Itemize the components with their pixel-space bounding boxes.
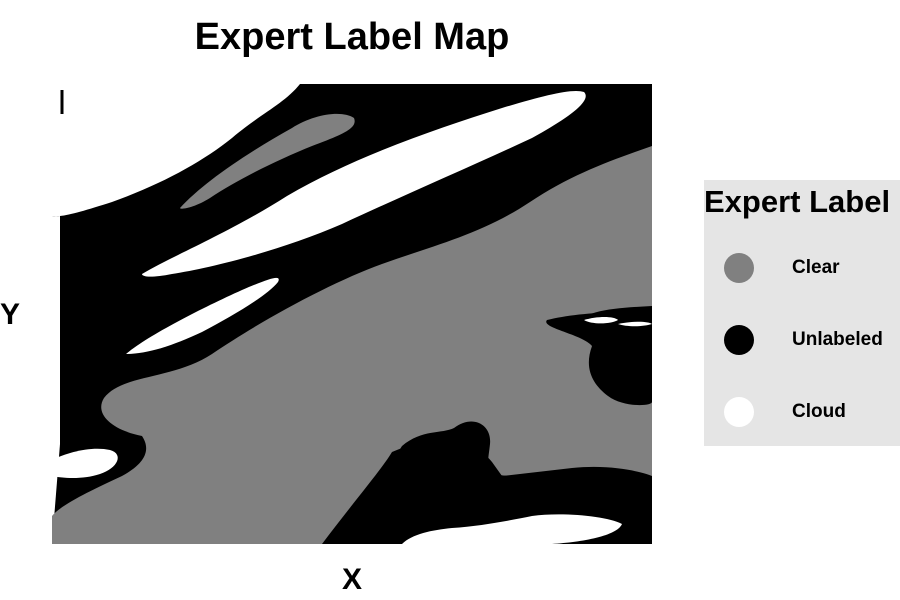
x-axis-label: X [341, 563, 362, 596]
legend: Expert Label Clear Unlabeled Cloud [704, 180, 900, 446]
legend-item-clear: Clear [704, 246, 900, 290]
region-cloud-right-small [584, 317, 618, 324]
legend-title: Expert Label [704, 184, 891, 219]
region-clear-main [52, 146, 652, 544]
region-cloud-right-sliver [618, 321, 652, 327]
chart-title: Expert Label Map [194, 16, 510, 58]
region-clear-upper-streak [180, 113, 355, 209]
region-cloud-large-streak [142, 90, 586, 277]
region-unlabeled-bottom [357, 421, 652, 544]
legend-label-cloud: Cloud [792, 401, 846, 422]
region-nodata-top [52, 84, 300, 217]
legend-item-unlabeled: Unlabeled [704, 318, 900, 362]
legend-label-clear: Clear [792, 257, 840, 278]
region-unlabeled-right [546, 312, 652, 406]
region-cloud-bottom-blob [402, 514, 622, 544]
legend-key-unlabeled [724, 325, 754, 355]
legend-key-clear [724, 253, 754, 283]
region-cloud-left-blob [52, 448, 118, 478]
y-axis-label: Y [0, 298, 21, 331]
region-cloud-mid-streak [126, 277, 279, 354]
label-map-plot [52, 84, 652, 544]
legend-item-cloud: Cloud [704, 390, 900, 434]
legend-label-unlabeled: Unlabeled [792, 329, 883, 350]
legend-key-cloud [724, 397, 754, 427]
